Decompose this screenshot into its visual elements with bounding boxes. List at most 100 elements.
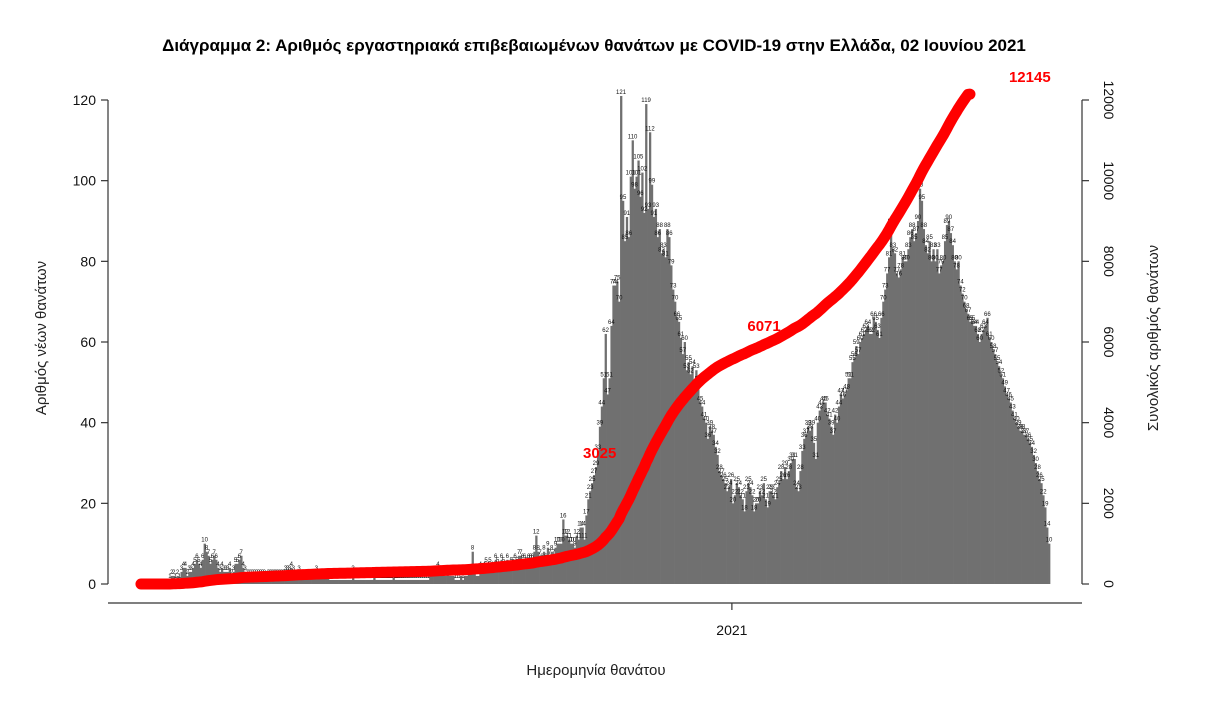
bar-value-label: 25 xyxy=(776,477,783,483)
bar-value-label: 5 xyxy=(193,558,197,564)
bar xyxy=(504,567,507,584)
bar xyxy=(215,559,218,584)
bar-value-label: 61 xyxy=(677,332,684,338)
bar-value-label: 77 xyxy=(893,267,900,273)
bar xyxy=(434,571,438,584)
bar xyxy=(770,491,773,584)
bar xyxy=(990,342,993,584)
bar xyxy=(832,434,835,584)
bar-value-label: 83 xyxy=(660,243,667,249)
bar xyxy=(487,567,490,584)
bar xyxy=(456,579,459,584)
bar-value-label: 84 xyxy=(922,239,929,245)
y2-tick-label: 2000 xyxy=(1101,488,1117,519)
bar xyxy=(697,382,700,584)
bar-value-label: 12 xyxy=(564,530,571,536)
bar-value-label: 10 xyxy=(201,538,208,544)
bar-value-label: 34 xyxy=(1028,441,1035,447)
bar-value-label: 99 xyxy=(649,179,656,185)
bar-value-label: 23 xyxy=(756,485,763,491)
bar xyxy=(386,579,390,584)
bar-value-label: 35 xyxy=(1026,437,1033,443)
bar xyxy=(446,571,449,584)
bar-value-label: 64 xyxy=(608,320,615,326)
bar xyxy=(957,261,960,584)
bar-value-label: 70 xyxy=(880,296,887,302)
bar xyxy=(348,579,351,584)
bar xyxy=(872,317,875,584)
bar-value-label: 25 xyxy=(589,477,596,483)
x-axis-label: Ημερομηνία θανάτου xyxy=(526,662,665,679)
bar-value-label: 85 xyxy=(911,235,918,241)
bar-value-label: 82 xyxy=(924,247,931,253)
bar-value-label: 6 xyxy=(494,554,498,560)
bar xyxy=(780,471,783,584)
bar-value-label: 53 xyxy=(683,364,690,370)
bar xyxy=(327,575,330,584)
bar xyxy=(614,285,617,584)
bar xyxy=(454,579,457,584)
bar xyxy=(475,575,478,584)
bar xyxy=(240,555,243,584)
bar-value-label: 105 xyxy=(633,155,644,161)
bar xyxy=(458,579,461,584)
bar-value-label: 54 xyxy=(689,360,696,366)
bar xyxy=(1044,507,1047,584)
bar xyxy=(889,225,893,584)
bar xyxy=(367,579,370,584)
bar xyxy=(922,229,926,584)
bar-value-label: 88 xyxy=(909,223,916,229)
bar xyxy=(866,325,870,584)
bar-value-label: 30 xyxy=(787,457,794,463)
bar xyxy=(623,241,627,585)
bar xyxy=(874,321,877,584)
bar-value-label: 5 xyxy=(197,558,201,564)
bar xyxy=(841,398,845,584)
bar-value-label: 7 xyxy=(207,550,211,556)
bar xyxy=(689,374,692,584)
bar xyxy=(537,551,540,584)
bar xyxy=(988,337,991,584)
bar xyxy=(1034,463,1037,584)
bar xyxy=(359,579,363,584)
bar xyxy=(710,430,713,584)
bar xyxy=(182,567,185,584)
bar xyxy=(978,342,981,584)
bar xyxy=(325,575,328,584)
bar-value-label: 23 xyxy=(766,485,773,491)
y-tick-label: 120 xyxy=(73,92,97,108)
bar-value-label: 21 xyxy=(585,493,592,499)
bar xyxy=(473,571,476,584)
bar-value-label: 88 xyxy=(656,223,663,229)
bar-value-label: 52 xyxy=(997,368,1004,374)
bar-value-label: 28 xyxy=(785,465,792,471)
bar xyxy=(645,104,648,584)
bar xyxy=(920,200,924,584)
bar-value-label: 62 xyxy=(861,328,868,334)
bar xyxy=(346,579,349,584)
bar-value-label: 20 xyxy=(753,497,760,503)
bar-value-label: 22 xyxy=(737,489,744,495)
bar xyxy=(886,273,889,584)
bar xyxy=(531,559,534,584)
bar-value-label: 6 xyxy=(531,554,535,560)
bar xyxy=(1021,430,1024,584)
bar xyxy=(423,579,426,584)
bar-value-label: 51 xyxy=(847,372,854,378)
bar-value-label: 52 xyxy=(687,368,694,374)
bar xyxy=(394,579,397,584)
bar xyxy=(901,257,904,584)
bar-value-label: 3 xyxy=(187,566,191,572)
bar-value-label: 25 xyxy=(1038,477,1045,483)
bar xyxy=(620,95,623,584)
bar xyxy=(577,539,580,584)
bar-value-label: 40 xyxy=(703,417,710,423)
bar xyxy=(911,229,914,584)
bar-value-label: 80 xyxy=(951,255,958,261)
bar-value-label: 47 xyxy=(604,388,611,394)
bar-value-label: 38 xyxy=(1019,425,1026,431)
bar-value-label: 8 xyxy=(536,546,540,552)
bar xyxy=(893,253,897,584)
bar-value-label: 60 xyxy=(976,336,983,342)
bar-value-label: 24 xyxy=(726,481,733,487)
